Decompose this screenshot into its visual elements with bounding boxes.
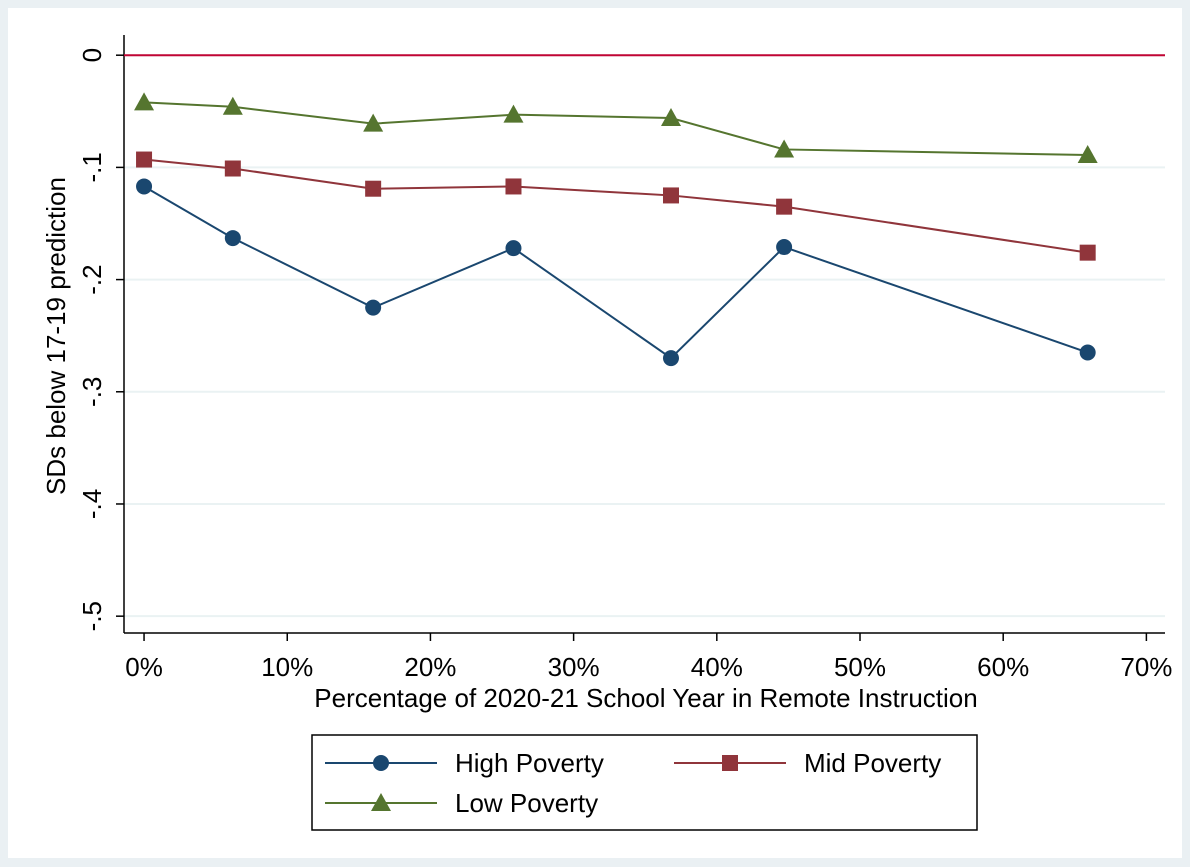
y-tick-label: -.1 (77, 152, 107, 182)
marker (134, 92, 155, 111)
legend-label: Low Poverty (455, 788, 598, 818)
x-tick-label: 70% (1120, 652, 1172, 682)
marker (365, 299, 382, 316)
marker (1079, 344, 1096, 361)
y-axis-title: SDs below 17-19 prediction (41, 177, 71, 495)
legend-marker (373, 755, 389, 771)
x-tick-label: 60% (977, 652, 1029, 682)
legend-marker (722, 755, 738, 771)
marker (224, 160, 241, 177)
y-tick-label: -.2 (77, 264, 107, 294)
marker (136, 178, 153, 195)
marker (1077, 145, 1098, 164)
x-tick-label: 50% (834, 652, 886, 682)
marker (776, 198, 793, 215)
x-tick-label: 40% (691, 652, 743, 682)
marker (222, 96, 243, 115)
marker (774, 139, 795, 158)
marker (776, 239, 793, 256)
legend-marker (371, 793, 391, 811)
marker (662, 350, 679, 367)
x-axis-title: Percentage of 2020-21 School Year in Rem… (314, 683, 977, 713)
y-tick-label: -.3 (77, 377, 107, 407)
marker (503, 104, 524, 123)
y-tick-label: -.4 (77, 489, 107, 519)
graph-region (8, 8, 1182, 858)
y-tick-label: 0 (77, 48, 107, 62)
y-tick-label: -.5 (77, 601, 107, 631)
marker (660, 108, 681, 127)
legend-label: High Poverty (455, 748, 604, 778)
marker (505, 240, 522, 257)
x-tick-label: 10% (261, 652, 313, 682)
marker (224, 230, 241, 247)
marker (365, 180, 382, 197)
marker (505, 178, 522, 195)
x-tick-label: 0% (125, 652, 163, 682)
legend-label: Mid Poverty (804, 748, 941, 778)
x-tick-label: 30% (548, 652, 600, 682)
legend-box (311, 734, 978, 831)
marker (363, 113, 384, 132)
x-tick-label: 20% (404, 652, 456, 682)
marker (136, 151, 153, 168)
marker (1079, 244, 1096, 261)
marker (662, 187, 679, 204)
